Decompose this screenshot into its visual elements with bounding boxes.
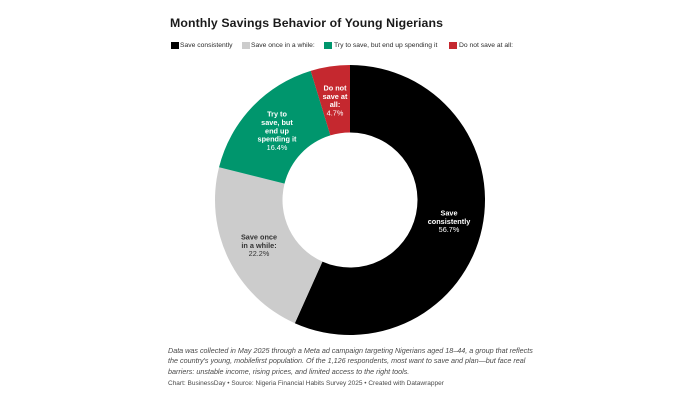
svg-text:4.7%: 4.7% xyxy=(327,108,344,117)
svg-text:22.2%: 22.2% xyxy=(249,249,270,258)
svg-text:16.4%: 16.4% xyxy=(267,143,288,152)
svg-text:56.7%: 56.7% xyxy=(439,225,460,234)
